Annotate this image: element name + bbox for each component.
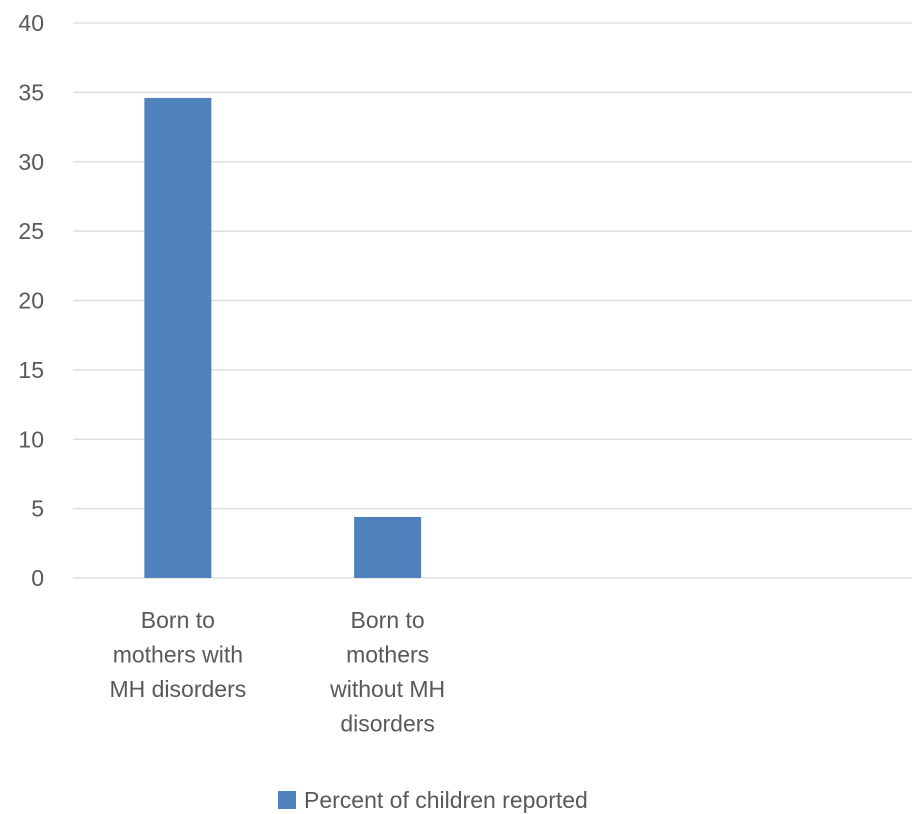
x-axis-category-labels: Born to mothers with MH disorders Born to mo…	[109, 607, 445, 737]
legend-swatch	[278, 791, 296, 809]
x-tick-label-line: MH disorders	[109, 676, 246, 702]
y-tick-label: 5	[31, 496, 44, 522]
bar	[354, 516, 422, 578]
bar	[144, 97, 212, 579]
legend: Percent of children reported	[278, 787, 588, 813]
y-tick-label: 20	[18, 288, 44, 314]
x-tick-label: Born to mothers with MH disorders	[109, 607, 246, 702]
gridlines	[73, 22, 912, 579]
x-tick-label-line: Born to	[141, 607, 215, 633]
y-tick-label: 0	[31, 565, 44, 591]
y-tick-label: 25	[18, 218, 44, 244]
x-tick-label-line: without MH	[329, 676, 445, 702]
y-tick-label: 15	[18, 357, 44, 383]
legend-label: Percent of children reported	[304, 787, 588, 813]
x-tick-label-line: mothers	[346, 642, 429, 668]
x-tick-label-line: mothers with	[113, 642, 243, 668]
y-tick-label: 10	[18, 426, 44, 452]
x-tick-label-line: disorders	[340, 711, 435, 737]
y-axis-tick-labels: 0 5 10 15 20 25 30 35 40	[18, 10, 44, 591]
y-tick-label: 30	[18, 149, 44, 175]
y-tick-label: 35	[18, 79, 44, 105]
y-tick-label: 40	[18, 10, 44, 36]
bars	[144, 97, 422, 579]
x-tick-label-line: Born to	[351, 607, 425, 633]
x-tick-label: Born to mothers without MH disorders	[329, 607, 445, 737]
